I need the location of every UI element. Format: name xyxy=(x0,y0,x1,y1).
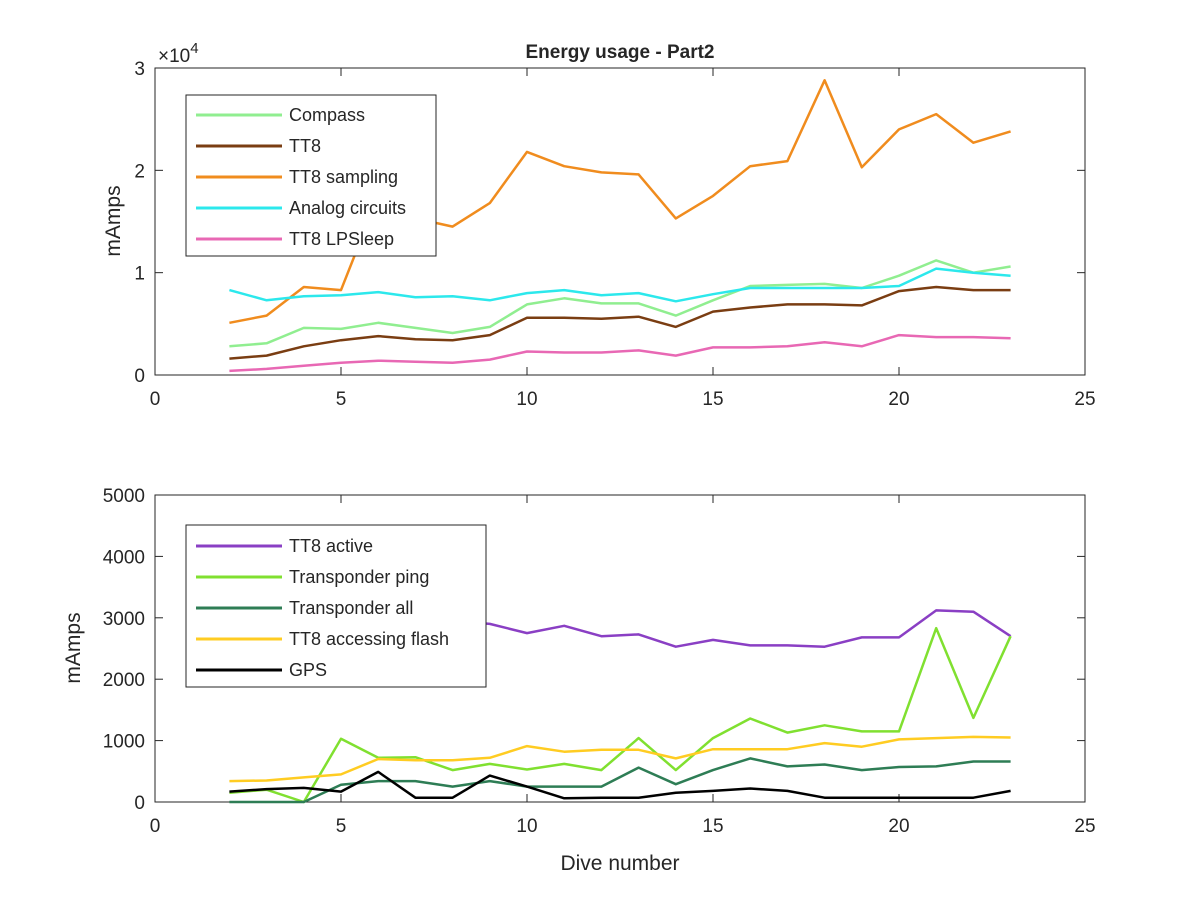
bottom-y-tick-label: 1000 xyxy=(103,732,145,753)
bottom-legend: TT8 active Transponder ping Transponder al… xyxy=(185,524,487,688)
top-y-tick-label: 2 xyxy=(134,161,145,182)
top-series-line-2 xyxy=(229,285,1011,360)
top-exponent-base: ×10 xyxy=(158,46,190,67)
bottom-x-tick-label: 15 xyxy=(702,816,723,837)
bottom-x-tick-label: 25 xyxy=(1074,816,1095,837)
bottom-series-line-5 xyxy=(229,770,1011,800)
top-exponent-power: 4 xyxy=(190,40,198,57)
top-series-line-1 xyxy=(229,259,1011,348)
top-x-tick-label: 10 xyxy=(516,389,537,410)
top-y-tick-label: 0 xyxy=(134,366,145,387)
top-x-tick-label: 15 xyxy=(702,389,723,410)
top-legend-label: TT8 xyxy=(289,136,321,156)
bottom-y-axis-title: mAmps xyxy=(62,612,85,683)
top-legend-label: Analog circuits xyxy=(289,198,406,218)
svg-text:×104: ×104 xyxy=(158,40,199,67)
bottom-y-tick-label: 5000 xyxy=(103,486,145,507)
bottom-y-tick-label: 3000 xyxy=(103,609,145,630)
top-x-tick-label: 20 xyxy=(888,389,909,410)
top-series-line-4 xyxy=(229,267,1011,303)
bottom-legend-label: TT8 accessing flash xyxy=(289,629,449,649)
top-x-tick-label: 25 xyxy=(1074,389,1095,410)
top-axes: Energy usage - Part2 ×104 mAmps 0 5 10 15 20… xyxy=(102,40,1096,410)
bottom-x-tick-label: 20 xyxy=(888,816,909,837)
bottom-legend-label: GPS xyxy=(289,660,327,680)
bottom-x-tick-label: 0 xyxy=(150,816,161,837)
top-exponent-label: ×104 xyxy=(158,40,199,67)
bottom-legend-label: TT8 active xyxy=(289,536,373,556)
top-x-tick-label: 0 xyxy=(150,389,161,410)
bottom-legend-box xyxy=(185,524,487,688)
top-legend-label: TT8 LPSleep xyxy=(289,229,394,249)
top-chart-title: Energy usage - Part2 xyxy=(525,42,714,63)
top-series-line-5 xyxy=(229,333,1011,373)
bottom-y-tick-label: 0 xyxy=(134,793,145,814)
top-legend-label: Compass xyxy=(289,105,365,125)
bottom-series-line-4 xyxy=(229,735,1011,783)
bottom-legend-label: Transponder ping xyxy=(289,567,429,587)
bottom-axes: Dive number mAmps 0 5 10 15 20 25 0 1000 2000 300… xyxy=(62,486,1096,875)
bottom-legend-label: Transponder all xyxy=(289,598,413,618)
top-y-axis-title: mAmps xyxy=(102,185,125,256)
top-legend: Compass TT8 TT8 sampling Analog circuits TT8… xyxy=(185,94,437,257)
top-y-tick-label: 3 xyxy=(134,59,145,80)
bottom-x-tick-label: 10 xyxy=(516,816,537,837)
top-legend-label: TT8 sampling xyxy=(289,167,398,187)
top-x-tick-label: 5 xyxy=(336,389,347,410)
bottom-y-tick-label: 4000 xyxy=(103,547,145,568)
bottom-x-axis-title: Dive number xyxy=(560,852,679,875)
top-y-tick-label: 1 xyxy=(134,264,145,285)
bottom-x-tick-label: 5 xyxy=(336,816,347,837)
bottom-series-line-2 xyxy=(229,626,1012,804)
bottom-y-tick-label: 2000 xyxy=(103,670,145,691)
